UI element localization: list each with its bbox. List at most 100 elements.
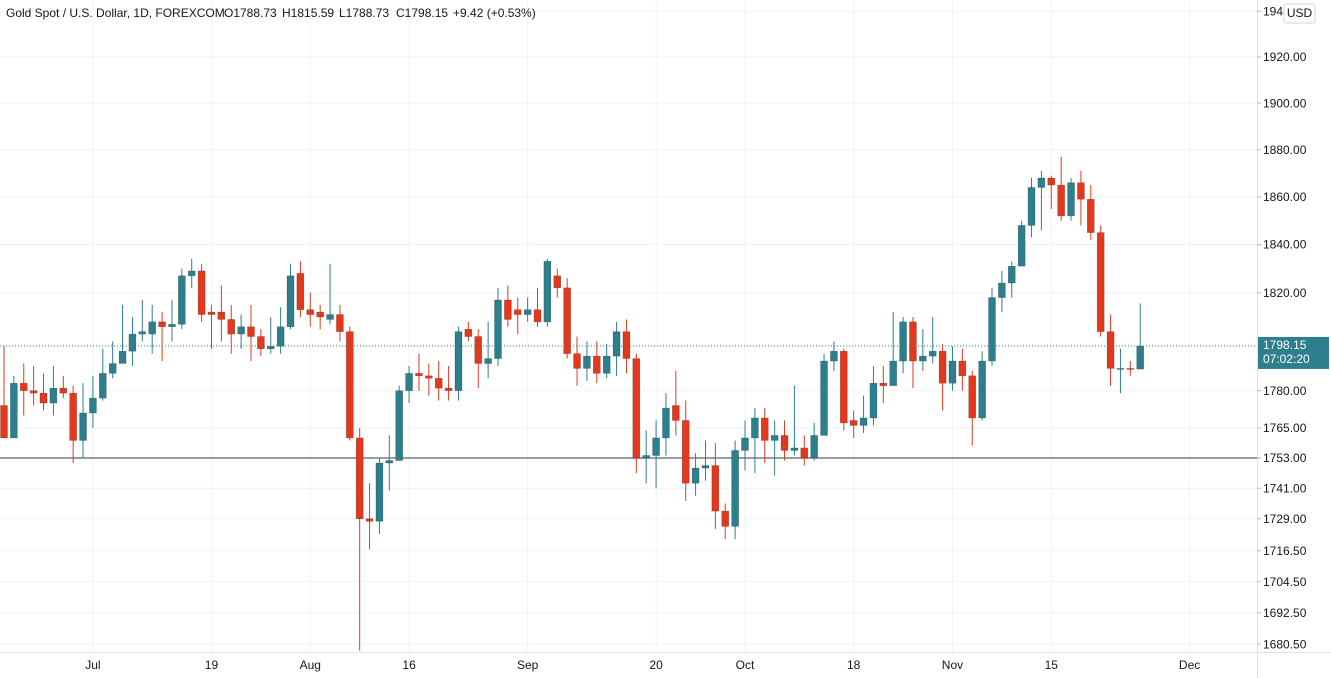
candle (405, 365, 413, 404)
candle-body (365, 518, 374, 522)
candle-body (790, 447, 799, 451)
candle-body (612, 331, 621, 357)
y-tick-label: 1780.00 (1263, 384, 1307, 398)
candle (691, 452, 700, 496)
candle (89, 375, 97, 428)
candle (672, 370, 680, 436)
x-tick-label: 18 (847, 658, 861, 672)
candle-body (108, 363, 117, 374)
candle (1126, 361, 1135, 376)
candle (1087, 185, 1095, 240)
candle-body (701, 465, 710, 469)
candle (948, 346, 957, 391)
y-tick-label: 1692.50 (1263, 606, 1307, 620)
candle (612, 321, 621, 376)
candle-body (59, 387, 68, 394)
candle (998, 270, 1006, 313)
candle-body (1008, 265, 1016, 284)
candle-body (444, 387, 453, 391)
header-value: L1788.73 (339, 6, 389, 20)
candle-body (326, 314, 334, 320)
candle-body (988, 297, 996, 362)
candle (504, 285, 512, 327)
candle (276, 307, 285, 354)
candle (741, 420, 749, 471)
candle (820, 353, 828, 436)
candle (286, 263, 295, 330)
candle (237, 314, 245, 349)
candle-body (138, 331, 147, 335)
x-tick-label: 19 (205, 658, 219, 672)
candle-body (899, 321, 907, 362)
candle-body (938, 350, 947, 384)
candle (602, 343, 611, 379)
candle-body (1087, 199, 1095, 233)
candle (454, 326, 463, 401)
candle (751, 408, 759, 474)
candle-body (425, 375, 433, 379)
candle-body (434, 378, 443, 389)
y-tick-label: 1680.50 (1263, 637, 1307, 651)
currency-label[interactable]: USD (1287, 6, 1313, 20)
candle-body (820, 360, 828, 436)
x-tick-label: Jul (85, 658, 100, 672)
candle (1057, 156, 1065, 221)
candle (10, 375, 18, 439)
candle (1027, 178, 1036, 238)
candle-body (1077, 182, 1085, 200)
candle-body (267, 346, 275, 350)
candle (415, 353, 423, 391)
candle-body (316, 311, 324, 318)
candle-body (721, 510, 729, 527)
candle (988, 287, 996, 366)
candle-body (49, 387, 58, 404)
candle-body (346, 331, 354, 439)
candle (800, 435, 809, 466)
candle (336, 304, 344, 342)
candle (197, 263, 206, 322)
y-tick-label: 1741.00 (1263, 481, 1307, 495)
candle-body (474, 336, 482, 364)
candle (217, 285, 226, 342)
candle-body (849, 420, 858, 426)
candle-body (247, 326, 255, 337)
candle (909, 316, 917, 389)
candle (1096, 225, 1105, 337)
candle-body (523, 309, 532, 315)
candle-body (306, 309, 315, 315)
candle (632, 353, 641, 474)
candle-body (563, 287, 571, 354)
candle (434, 361, 443, 401)
candle (464, 321, 473, 342)
candle (642, 430, 650, 484)
x-tick-label: Aug (300, 658, 321, 672)
candle-body (652, 437, 660, 456)
candle (573, 336, 581, 386)
candle-body (494, 299, 502, 359)
candle-body (395, 390, 403, 461)
candle-body (879, 382, 888, 386)
x-tick-label: Nov (942, 658, 963, 672)
candle (899, 316, 907, 374)
candle (780, 420, 789, 461)
candle-body (761, 417, 769, 441)
candle (425, 363, 433, 396)
y-tick-label: 1765.00 (1263, 421, 1307, 435)
x-tick-label: 15 (1045, 658, 1059, 672)
candle-body (0, 405, 8, 439)
currency-box[interactable] (1283, 3, 1316, 24)
candle-body (869, 382, 878, 419)
candle (978, 351, 986, 421)
candle-body (227, 319, 235, 335)
candle (701, 440, 710, 481)
candle (523, 297, 532, 322)
candle-body (681, 420, 690, 484)
candle-body (296, 273, 305, 310)
plot-area (0, 156, 1257, 651)
y-tick-label: 1716.50 (1263, 544, 1307, 558)
price-label: 1798.15 (1263, 338, 1307, 352)
candle-body (602, 355, 611, 374)
candle (1008, 261, 1016, 298)
